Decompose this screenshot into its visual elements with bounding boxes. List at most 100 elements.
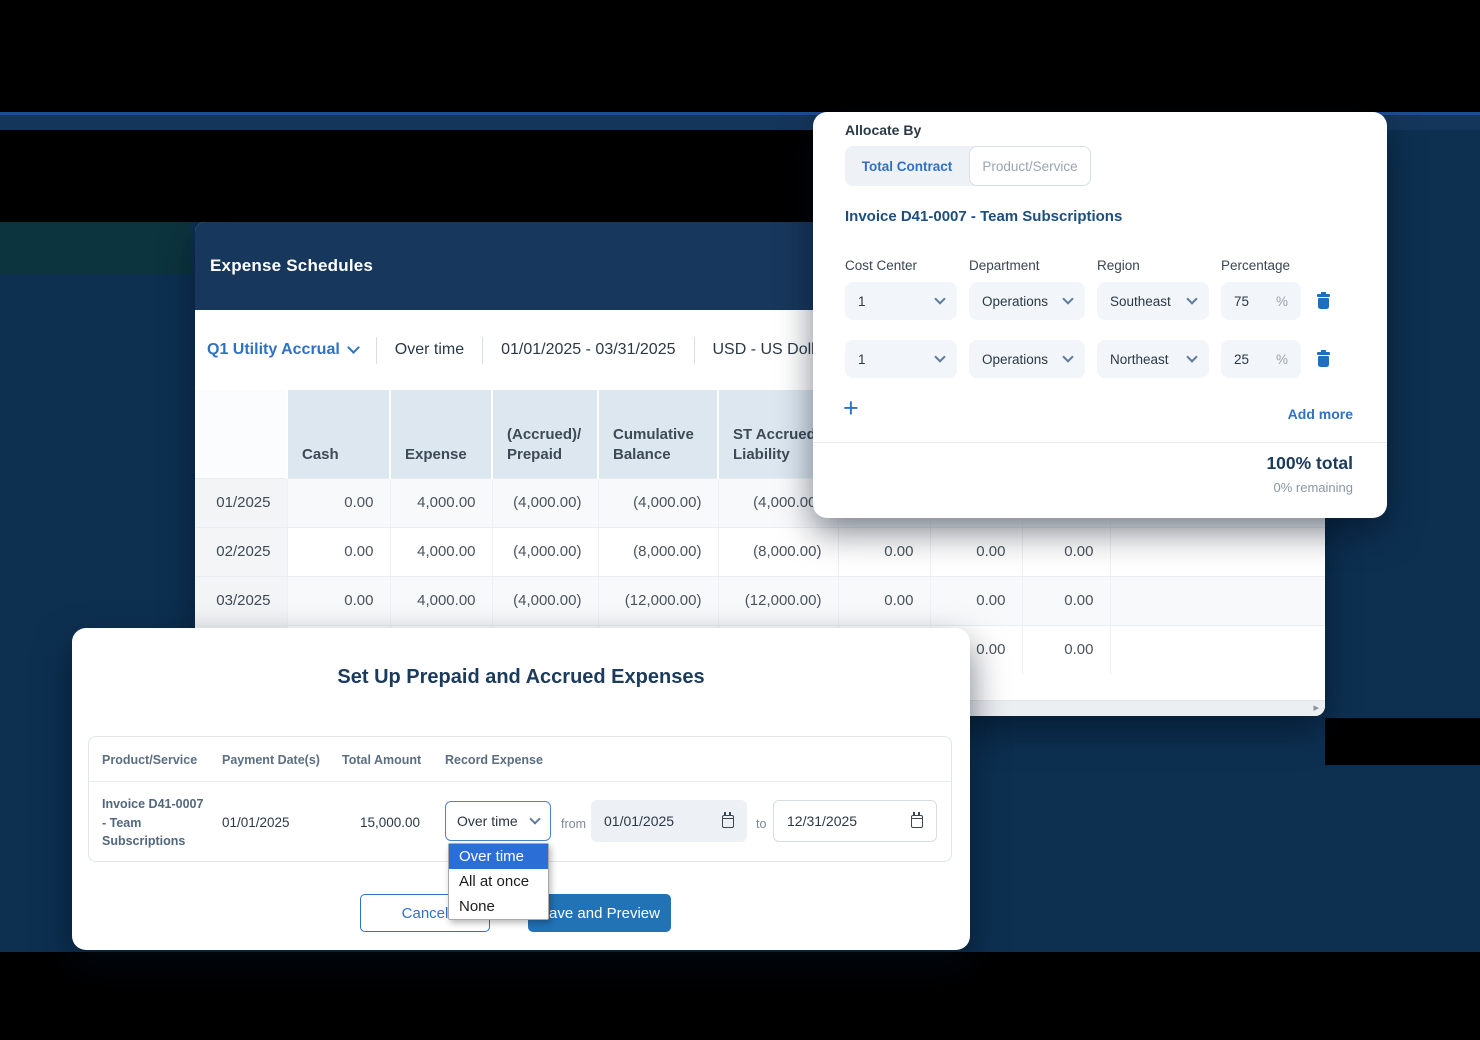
allocate-by-segmented-control: Total Contract Product/Service <box>845 146 1091 186</box>
divider <box>89 781 951 782</box>
delete-row-button[interactable] <box>1316 350 1332 368</box>
dropdown-option-over-time[interactable]: Over time <box>449 844 548 869</box>
column-header-expense: Expense <box>389 390 492 478</box>
percent-sign: % <box>1275 351 1288 367</box>
trash-icon <box>1316 292 1330 309</box>
invoice-title: Invoice D41-0007 - Team Subscriptions <box>845 208 1123 225</box>
cost-center-value: 1 <box>858 293 866 309</box>
cell: 0.00 <box>1021 624 1110 674</box>
header-payment-dates: Payment Date(s) <box>222 753 320 767</box>
background-black-top <box>0 0 1480 112</box>
divider <box>813 442 1387 443</box>
column-header-cash: Cash <box>286 390 390 478</box>
region-select[interactable]: Northeast <box>1097 340 1209 378</box>
scroll-right-icon[interactable]: ▸ <box>1313 702 1319 714</box>
modal-title: Set Up Prepaid and Accrued Expenses <box>337 666 705 688</box>
chevron-down-icon <box>1186 292 1198 305</box>
background-black-right <box>1325 718 1480 765</box>
to-date-input[interactable]: 12/31/2025 <box>773 800 937 842</box>
percentage-value: 25 <box>1234 351 1250 367</box>
cell: 4,000.00 <box>389 477 492 527</box>
percentage-input[interactable]: 75 % <box>1221 282 1301 320</box>
allocate-by-label: Allocate By <box>845 122 922 138</box>
record-expense-value: Over time <box>457 813 518 829</box>
chevron-down-icon <box>934 350 946 363</box>
header-record-expense: Record Expense <box>445 753 543 767</box>
header-total-amount: Total Amount <box>342 753 422 767</box>
cost-center-select[interactable]: 1 <box>845 282 957 320</box>
cell: (4,000.00) <box>491 477 598 527</box>
to-label: to <box>756 817 767 831</box>
record-expense-dropdown: Over time All at once None <box>448 843 549 920</box>
chevron-down-icon <box>1062 350 1074 363</box>
from-date-input[interactable]: 01/01/2025 <box>591 800 747 842</box>
schedule-date-range: 01/01/2025 - 03/31/2025 <box>501 341 676 358</box>
cell: (4,000.00) <box>491 526 598 576</box>
background-blue-line <box>0 112 1480 115</box>
percentage-label: Percentage <box>1221 258 1291 273</box>
region-label: Region <box>1097 258 1140 273</box>
region-value: Northeast <box>1110 351 1169 367</box>
delete-row-button[interactable] <box>1316 292 1332 310</box>
department-value: Operations <box>982 351 1049 367</box>
cell: 0.00 <box>837 526 930 576</box>
total-percentage: 100% total <box>1266 453 1353 473</box>
cell: 0.00 <box>286 526 390 576</box>
tab-total-contract[interactable]: Total Contract <box>861 158 953 174</box>
schedule-selector[interactable]: Q1 Utility Accrual <box>207 341 360 359</box>
chevron-down-icon <box>934 292 946 305</box>
chevron-down-icon <box>346 341 360 354</box>
cell <box>1109 575 1325 625</box>
background-black-bottom <box>0 952 1480 1040</box>
table-row: 02/2025 0.00 4,000.00 (4,000.00) (8,000.… <box>195 526 1325 576</box>
cell: (8,000.00) <box>597 526 718 576</box>
cell <box>1109 624 1325 674</box>
cell: 0.00 <box>1021 526 1110 576</box>
dropdown-option-all-at-once[interactable]: All at once <box>459 873 530 890</box>
plus-icon: + <box>843 393 859 423</box>
cost-center-select[interactable]: 1 <box>845 340 957 378</box>
cost-center-label: Cost Center <box>845 258 918 273</box>
trash-icon <box>1316 350 1330 367</box>
cell: 0.00 <box>286 477 390 527</box>
add-row-button[interactable]: + <box>843 395 859 422</box>
cell: 0.00 <box>1021 575 1110 625</box>
header-product-service: Product/Service <box>102 753 198 767</box>
cell: 0.00 <box>286 575 390 625</box>
percentage-value: 75 <box>1234 293 1250 309</box>
department-label: Department <box>969 258 1040 273</box>
add-more-link[interactable]: Add more <box>1287 406 1353 422</box>
tab-product-service[interactable]: Product/Service <box>969 146 1091 186</box>
department-value: Operations <box>982 293 1049 309</box>
calendar-icon <box>911 811 923 828</box>
expense-schedules-title: Expense Schedules <box>210 256 374 275</box>
row-label: 01/2025 <box>195 477 287 527</box>
cell: (12,000.00) <box>597 575 718 625</box>
cell: 0.00 <box>929 575 1022 625</box>
cell: (12,000.00) <box>717 575 838 625</box>
chevron-down-icon <box>1062 292 1074 305</box>
row-label: 03/2025 <box>195 575 287 625</box>
from-date-value: 01/01/2025 <box>604 813 675 829</box>
total-amount-cell: 15,000.00 <box>360 815 421 830</box>
department-select[interactable]: Operations <box>969 282 1085 320</box>
column-header-accrued-prepaid: (Accrued)/ Prepaid <box>491 390 598 478</box>
chevron-down-icon <box>1186 350 1198 363</box>
save-and-preview-button[interactable]: Save and Preview <box>528 894 671 932</box>
background-teal-block <box>0 222 191 274</box>
cell: 4,000.00 <box>389 575 492 625</box>
modal-table: Product/Service Payment Date(s) Total Am… <box>88 736 952 862</box>
allocation-row: 1 Operations Northeast 25 % <box>813 340 1387 378</box>
percentage-input[interactable]: 25 % <box>1221 340 1301 378</box>
cell: (8,000.00) <box>717 526 838 576</box>
department-select[interactable]: Operations <box>969 340 1085 378</box>
dropdown-option-none[interactable]: None <box>459 898 495 915</box>
setup-expenses-modal: Set Up Prepaid and Accrued Expenses Prod… <box>72 628 970 950</box>
region-select[interactable]: Southeast <box>1097 282 1209 320</box>
cell: (4,000.00) <box>491 575 598 625</box>
background-black-band <box>0 130 813 222</box>
region-value: Southeast <box>1110 293 1171 309</box>
record-expense-select[interactable]: Over time <box>445 801 551 841</box>
toolbar-divider <box>693 336 695 364</box>
